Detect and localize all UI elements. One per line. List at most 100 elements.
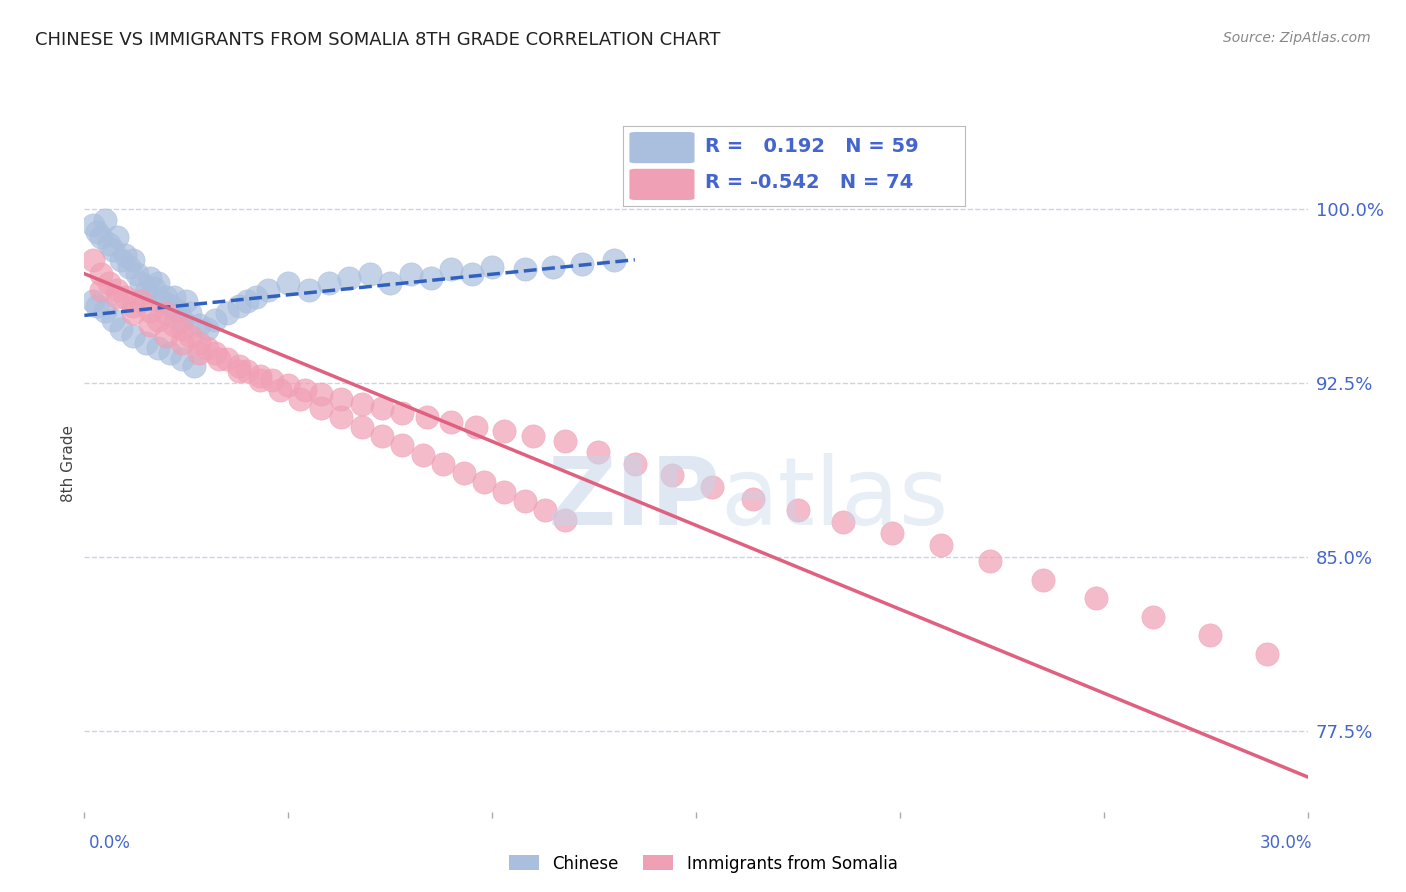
Point xyxy=(277,276,299,290)
Point xyxy=(150,294,173,309)
Point xyxy=(742,491,765,506)
Point xyxy=(97,236,120,251)
Point xyxy=(176,294,198,309)
Text: R = -0.542   N = 74: R = -0.542 N = 74 xyxy=(704,173,912,193)
Point xyxy=(494,484,516,499)
Text: 30.0%: 30.0% xyxy=(1260,834,1312,852)
Point xyxy=(138,303,160,318)
Point xyxy=(702,480,724,494)
Point xyxy=(90,229,112,244)
Point xyxy=(204,313,226,327)
Point xyxy=(118,260,141,274)
Point xyxy=(183,359,205,374)
Point xyxy=(350,396,373,410)
Point xyxy=(420,271,443,285)
Point xyxy=(464,419,486,434)
Point xyxy=(155,329,177,343)
Point xyxy=(163,318,186,332)
Point xyxy=(380,276,402,290)
Point xyxy=(513,262,536,277)
Point xyxy=(114,290,136,304)
Point xyxy=(371,429,394,443)
Point xyxy=(309,401,332,416)
Point xyxy=(294,383,316,397)
Point xyxy=(979,554,1001,568)
Point xyxy=(440,262,463,277)
Point xyxy=(122,306,145,320)
Point xyxy=(440,415,463,429)
Point xyxy=(105,290,128,304)
Point xyxy=(416,410,439,425)
Point xyxy=(330,392,353,406)
Point xyxy=(167,303,190,318)
Point xyxy=(554,434,576,448)
Point xyxy=(359,267,381,281)
Point xyxy=(101,244,124,258)
Point xyxy=(172,313,194,327)
Text: ZIP: ZIP xyxy=(547,452,720,545)
Point xyxy=(269,383,291,397)
Point xyxy=(513,494,536,508)
Point xyxy=(309,387,332,401)
Text: Source: ZipAtlas.com: Source: ZipAtlas.com xyxy=(1223,31,1371,45)
Point xyxy=(159,345,181,359)
Point xyxy=(624,457,647,471)
Point xyxy=(110,252,132,267)
Point xyxy=(159,299,181,313)
Text: 0.0%: 0.0% xyxy=(89,834,131,852)
Point xyxy=(187,345,209,359)
Text: atlas: atlas xyxy=(720,452,949,545)
Point xyxy=(1084,591,1107,606)
Point xyxy=(93,213,117,227)
FancyBboxPatch shape xyxy=(630,169,695,200)
Point xyxy=(105,229,128,244)
Point xyxy=(93,303,117,318)
Point xyxy=(217,306,239,320)
Point xyxy=(101,313,124,327)
Point xyxy=(146,341,169,355)
Point xyxy=(131,276,153,290)
Point xyxy=(245,290,267,304)
Point xyxy=(453,466,475,480)
Point xyxy=(603,252,626,267)
Point xyxy=(122,252,145,267)
Point xyxy=(131,294,153,309)
Point xyxy=(138,271,160,285)
Point xyxy=(661,468,683,483)
Point xyxy=(122,299,145,313)
Point xyxy=(127,267,149,281)
Point xyxy=(298,283,321,297)
Point xyxy=(543,260,565,274)
Point xyxy=(208,352,231,367)
Point xyxy=(236,364,259,378)
Point xyxy=(880,526,903,541)
Point xyxy=(179,306,201,320)
Text: CHINESE VS IMMIGRANTS FROM SOMALIA 8TH GRADE CORRELATION CHART: CHINESE VS IMMIGRANTS FROM SOMALIA 8TH G… xyxy=(35,31,720,49)
Point xyxy=(371,401,394,416)
Point xyxy=(257,283,280,297)
Point xyxy=(172,352,194,367)
Point xyxy=(290,392,312,406)
Point xyxy=(114,248,136,262)
Point xyxy=(1198,628,1220,642)
Point xyxy=(82,294,104,309)
Point xyxy=(929,538,952,552)
Point xyxy=(1142,610,1164,624)
Point xyxy=(86,299,108,313)
Point xyxy=(249,368,271,383)
Point xyxy=(135,285,157,300)
Point xyxy=(260,373,283,387)
Point xyxy=(97,276,120,290)
Point xyxy=(391,406,413,420)
Point xyxy=(399,267,422,281)
Point xyxy=(172,336,194,351)
Point xyxy=(277,378,299,392)
Point xyxy=(249,373,271,387)
Point xyxy=(138,318,160,332)
Point xyxy=(195,341,218,355)
Point xyxy=(554,512,576,526)
Point xyxy=(472,475,495,490)
Point xyxy=(432,457,454,471)
Point xyxy=(339,271,361,285)
Point xyxy=(204,345,226,359)
